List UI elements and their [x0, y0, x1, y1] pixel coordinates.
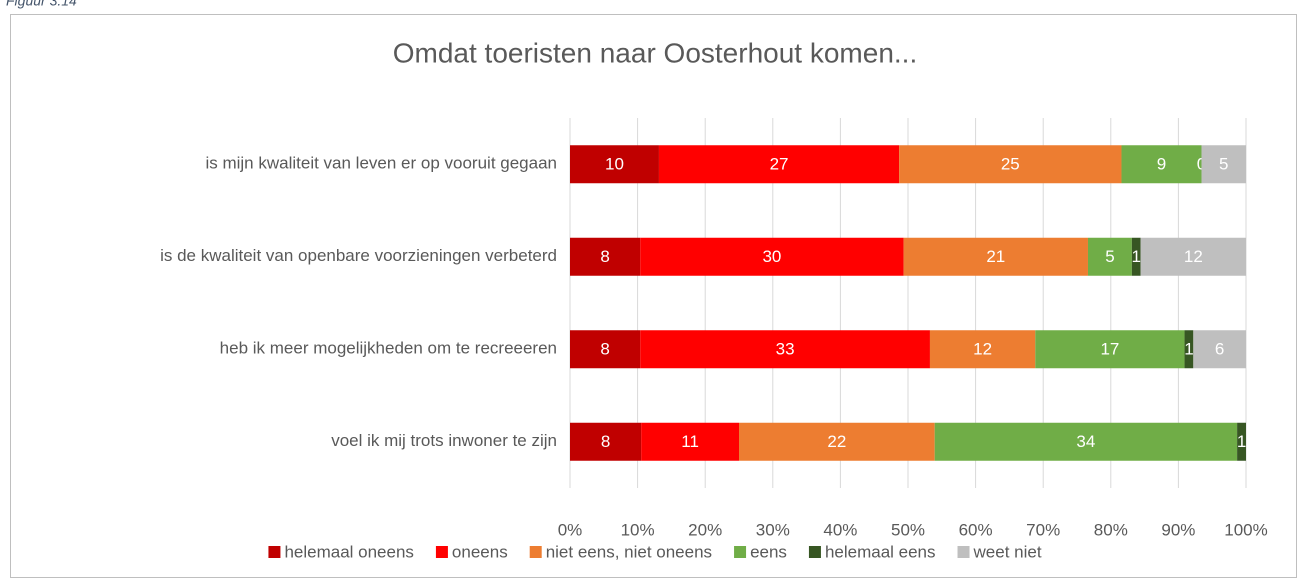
- data-label: 10: [605, 155, 624, 174]
- bar-segment: [1193, 330, 1246, 369]
- bar-segment: [929, 330, 1036, 369]
- data-label: 21: [986, 247, 1005, 266]
- x-tick-label: 50%: [891, 520, 925, 539]
- bar-segment: [570, 422, 642, 461]
- y-tick-label: heb ik meer mogelijkheden om te recreeer…: [220, 339, 557, 358]
- bar-segment: [570, 145, 659, 184]
- y-tick-label: is mijn kwaliteit van leven er op voorui…: [205, 154, 557, 173]
- data-label: 34: [1076, 432, 1095, 451]
- data-label: 1: [1184, 340, 1193, 359]
- data-label: 11: [681, 432, 699, 451]
- data-label: 22: [827, 432, 846, 451]
- bar-segment: [1184, 330, 1194, 369]
- legend-swatch: [268, 546, 281, 558]
- bar-segment: [1237, 422, 1246, 461]
- data-label: 27: [770, 155, 789, 174]
- x-tick-label: 20%: [688, 520, 722, 539]
- bar-segment: [640, 330, 930, 369]
- legend-swatch: [435, 546, 448, 558]
- legend-label: helemaal oneens: [284, 542, 413, 561]
- bar-segment: [1201, 145, 1246, 184]
- bar-segment: [1131, 237, 1141, 276]
- data-label: 1: [1237, 432, 1246, 451]
- bar-segment: [739, 422, 935, 461]
- x-tick-label: 70%: [1026, 520, 1060, 539]
- x-tick-label: 60%: [959, 520, 993, 539]
- data-label: 1: [1132, 247, 1141, 266]
- chart-border: [10, 14, 1297, 578]
- bar-segment: [570, 330, 641, 369]
- chart-title: Omdat toeristen naar Oosterhout komen...: [393, 37, 917, 68]
- bar-segment: [640, 237, 904, 276]
- data-label: 25: [1001, 155, 1020, 174]
- bar-segment: [1121, 145, 1202, 184]
- data-label: 6: [1215, 340, 1224, 359]
- data-label: 9: [1157, 155, 1166, 174]
- data-label: 8: [600, 340, 609, 359]
- data-label: 5: [1105, 247, 1114, 266]
- data-label: 12: [1184, 247, 1203, 266]
- x-tick-label: 40%: [823, 520, 857, 539]
- bar-segment: [903, 237, 1088, 276]
- data-label: 33: [776, 340, 795, 359]
- data-label: 17: [1100, 340, 1119, 359]
- legend-swatch: [957, 546, 970, 558]
- figure-label: Figuur 3.14: [6, 0, 77, 9]
- bar-segment: [1087, 237, 1132, 276]
- bar-segment: [934, 422, 1238, 461]
- bar-segment: [641, 422, 739, 461]
- x-tick-label: 100%: [1224, 520, 1267, 539]
- legend-swatch: [734, 546, 747, 558]
- bar-segment: [658, 145, 900, 184]
- x-tick-label: 0%: [558, 520, 583, 539]
- bar-segment: [899, 145, 1122, 184]
- legend-label: helemaal eens: [825, 542, 936, 561]
- data-label: 30: [762, 247, 781, 266]
- legend-label: eens: [750, 542, 787, 561]
- y-tick-label: voel ik mij trots inwoner te zijn: [331, 431, 557, 450]
- x-tick-label: 10%: [621, 520, 655, 539]
- x-tick-label: 80%: [1094, 520, 1128, 539]
- y-tick-label: is de kwaliteit van openbare voorziening…: [160, 246, 557, 265]
- legend-label: weet niet: [973, 542, 1042, 561]
- bar-segment: [570, 237, 641, 276]
- legend-swatch: [808, 546, 821, 558]
- legend-swatch: [529, 546, 542, 558]
- bar-segment: [1035, 330, 1185, 369]
- data-label: 5: [1219, 155, 1228, 174]
- legend-label: niet eens, niet oneens: [546, 542, 712, 561]
- x-tick-label: 90%: [1161, 520, 1195, 539]
- legend-label: oneens: [452, 542, 508, 561]
- data-label: 8: [601, 432, 610, 451]
- data-label: 8: [600, 247, 609, 266]
- x-tick-label: 30%: [756, 520, 790, 539]
- bar-segment: [1140, 237, 1246, 276]
- data-label: 12: [973, 340, 992, 359]
